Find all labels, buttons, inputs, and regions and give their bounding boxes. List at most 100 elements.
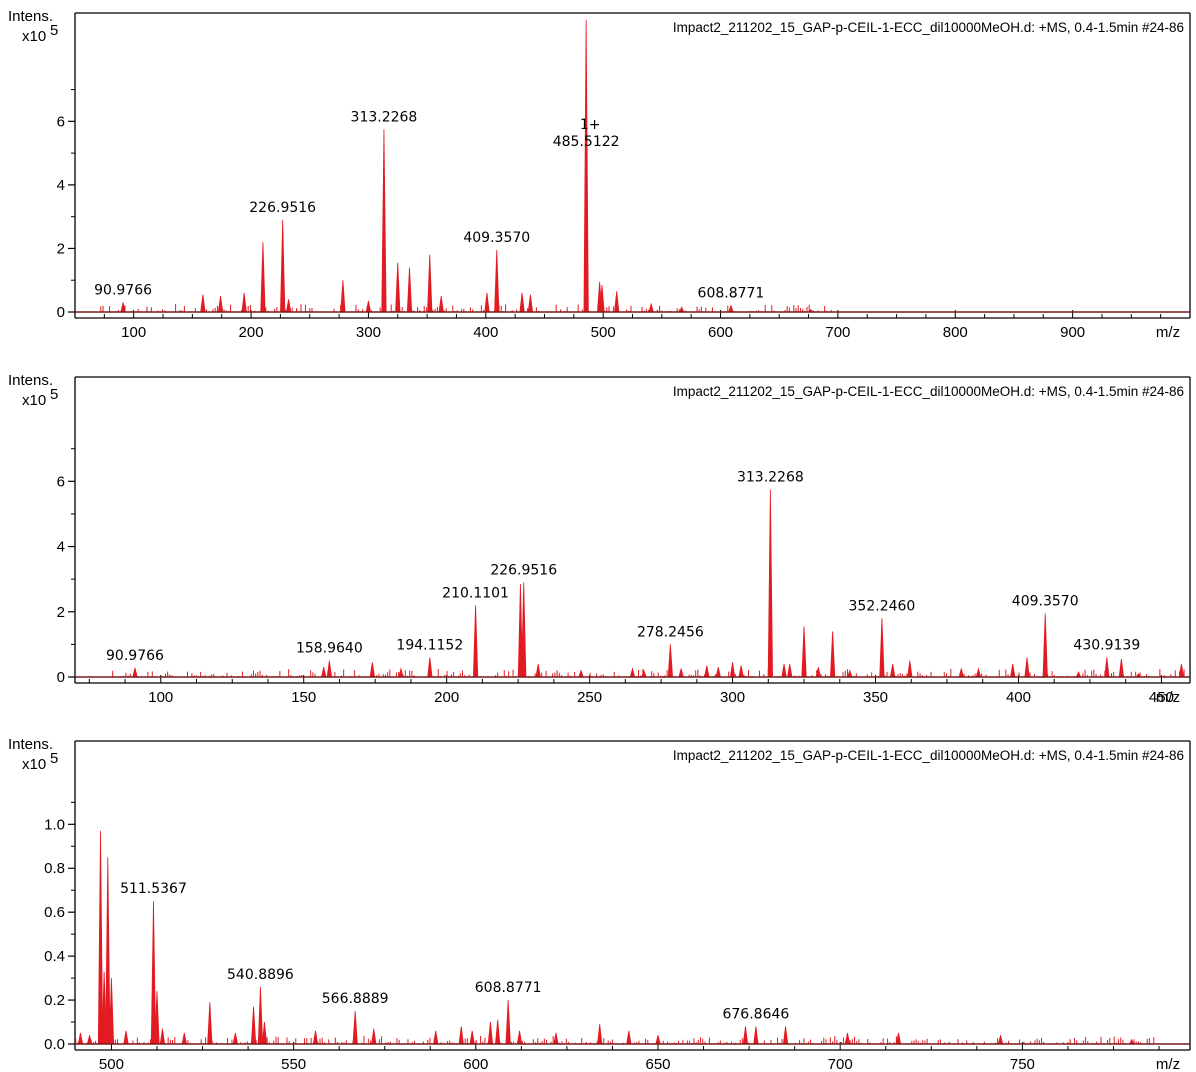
x-tick-label: 200 <box>434 689 459 706</box>
y-tick-label: 0.4 <box>44 948 65 965</box>
y-scale-exponent: 5 <box>50 22 58 39</box>
spectrum-peak <box>782 1026 789 1045</box>
spectrum-peak <box>365 300 372 313</box>
spectrum-peak <box>217 296 224 313</box>
spectrum-peak <box>326 660 333 678</box>
peak-label: 194.1152 <box>396 637 463 653</box>
x-tick-label: 300 <box>356 324 381 341</box>
x-tick-label: 300 <box>720 689 745 706</box>
spectrum-peak <box>958 667 965 678</box>
spectrum-peak <box>105 857 111 1045</box>
spectrum-peak <box>801 626 807 678</box>
spectrum-peak <box>312 1030 319 1045</box>
peaks <box>77 830 1135 1045</box>
spectrum-peak <box>257 986 264 1045</box>
spectrum-peak <box>469 1030 475 1045</box>
spectrum-peak <box>667 644 673 678</box>
spectrum-peak <box>742 1026 749 1045</box>
spectrum-peak <box>433 1030 439 1045</box>
spectrum-peak <box>879 618 885 678</box>
spectrum-panel-high-mz: Impact2_211202_15_GAP-p-CEIL-1-ECC_dil10… <box>8 736 1191 1072</box>
y-tick-label: 0 <box>57 304 65 321</box>
x-axis-unit-label: m/z <box>1156 324 1180 341</box>
spectrum-peak <box>629 667 636 678</box>
spectrum-peak <box>1010 663 1016 678</box>
spectrum-header: Impact2_211202_15_GAP-p-CEIL-1-ECC_dil10… <box>673 748 1184 763</box>
spectrum-peak <box>729 662 736 678</box>
peak-label: 90.9766 <box>106 648 164 664</box>
x-tick-label: 350 <box>863 689 888 706</box>
x-tick-label: 750 <box>1010 1056 1035 1072</box>
x-tick-label: 650 <box>645 1056 670 1072</box>
x-tick-label: 150 <box>291 689 316 706</box>
spectrum-peak <box>472 605 479 678</box>
x-tick-label: 400 <box>1006 689 1031 706</box>
x-tick-label: 450 <box>1149 689 1174 706</box>
spectrum-peak <box>200 294 206 313</box>
y-scale-label: x10 <box>22 28 46 45</box>
y-axis-label: Intens. <box>8 736 53 753</box>
spectrum-peak <box>895 1032 902 1045</box>
spectrum-peak <box>704 665 710 678</box>
spectrum-header: Impact2_211202_15_GAP-p-CEIL-1-ECC_dil10… <box>673 20 1184 35</box>
spectrum-peak <box>516 1030 523 1045</box>
spectrum-peak <box>787 663 793 678</box>
y-scale-label: x10 <box>22 392 46 409</box>
spectrum-peak <box>494 250 500 313</box>
noise-floor <box>100 304 832 312</box>
x-tick-label: 700 <box>828 1056 853 1072</box>
y-axis-label: Intens. <box>8 8 53 25</box>
spectrum-peak <box>181 1032 188 1045</box>
peak-label: 485.5122 <box>553 134 620 150</box>
x-axis-unit-label: m/z <box>1156 1056 1180 1072</box>
x-tick-label: 500 <box>99 1056 124 1072</box>
noise-floor <box>75 1035 1155 1044</box>
spectrum-peak <box>280 219 286 313</box>
peaks <box>120 19 814 313</box>
peak-label: 511.5367 <box>120 881 187 897</box>
peak-label: 676.8646 <box>722 1006 789 1022</box>
spectrum-peak <box>830 631 836 678</box>
spectrum-peak <box>207 1002 213 1045</box>
peak-charge-label: 1+ <box>580 117 601 133</box>
spectrum-peak <box>86 1035 93 1045</box>
x-tick-label: 600 <box>463 1056 488 1072</box>
spectrum-peak <box>427 254 433 313</box>
x-tick-label: 100 <box>121 324 146 341</box>
peak-label: 226.9516 <box>490 562 557 578</box>
spectrum-peak <box>427 657 433 678</box>
y-tick-label: 0.8 <box>44 860 65 877</box>
peak-label: 313.2268 <box>737 469 804 485</box>
spectrum-peak <box>583 19 589 313</box>
x-tick-label: 100 <box>148 689 173 706</box>
peak-label: 90.9766 <box>94 282 152 298</box>
spectrum-peak <box>553 1032 559 1045</box>
spectrum-peak <box>997 1035 1004 1045</box>
spectrum-peak <box>241 292 247 313</box>
spectrum-peak <box>150 901 157 1045</box>
peak-label: 409.3570 <box>463 230 530 246</box>
spectrum-peak <box>847 669 853 678</box>
y-axis-label: Intens. <box>8 372 53 389</box>
spectrum-peak <box>285 299 292 313</box>
y-tick-label: 0 <box>57 669 65 686</box>
x-tick-label: 500 <box>591 324 616 341</box>
y-tick-label: 6 <box>57 113 65 130</box>
spectrum-peak <box>521 582 527 678</box>
spectrum-peak <box>1104 657 1110 678</box>
spectrum-peak <box>738 665 744 678</box>
peak-label: 566.8889 <box>322 991 389 1007</box>
x-tick-label: 200 <box>239 324 264 341</box>
peak-label: 226.9516 <box>249 200 316 216</box>
x-tick-label: 900 <box>1060 324 1085 341</box>
spectrum-peak <box>519 292 525 313</box>
spectrum-peak <box>597 1024 603 1045</box>
spectrum-peak <box>123 1030 129 1045</box>
spectrum-peak <box>844 1032 851 1045</box>
spectrum-peak <box>626 1030 632 1045</box>
peak-label: 409.3570 <box>1012 593 1079 609</box>
peak-label: 608.8771 <box>698 286 765 302</box>
spectrum-peak <box>781 663 787 678</box>
spectrum-peak <box>487 1021 494 1045</box>
